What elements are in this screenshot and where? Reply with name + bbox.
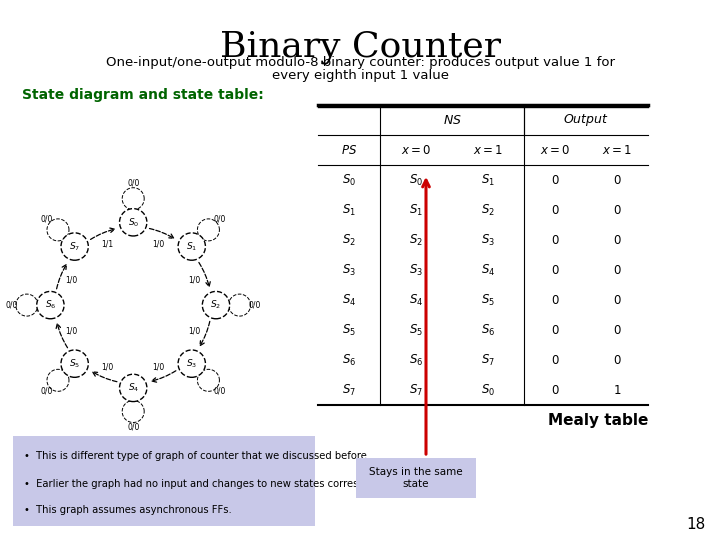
Text: $S_7$: $S_7$	[69, 240, 80, 253]
Text: 0: 0	[552, 233, 559, 246]
Circle shape	[178, 233, 205, 260]
Text: •  This graph assumes asynchronous FFs.: • This graph assumes asynchronous FFs.	[24, 505, 232, 515]
Text: 0: 0	[613, 354, 621, 367]
Text: 0/0: 0/0	[5, 301, 17, 309]
Text: $x=0$: $x=0$	[540, 144, 570, 157]
FancyBboxPatch shape	[356, 458, 476, 498]
Circle shape	[61, 350, 89, 377]
Text: 0/0: 0/0	[249, 301, 261, 309]
Circle shape	[120, 374, 147, 402]
Text: $S_4$: $S_4$	[342, 293, 356, 308]
Text: 0: 0	[552, 383, 559, 396]
Text: $S_2$: $S_2$	[210, 299, 222, 312]
Text: $S_3$: $S_3$	[481, 232, 495, 247]
Text: 0: 0	[613, 294, 621, 307]
Text: $S_0$: $S_0$	[409, 172, 423, 187]
Text: $PS$: $PS$	[341, 144, 357, 157]
Text: $S_3$: $S_3$	[342, 262, 356, 278]
Text: $S_6$: $S_6$	[342, 353, 356, 368]
Circle shape	[202, 292, 230, 319]
Text: $x=1$: $x=1$	[602, 144, 632, 157]
Text: $S_7$: $S_7$	[342, 382, 356, 397]
Text: $S_5$: $S_5$	[409, 322, 423, 338]
Text: $x=1$: $x=1$	[473, 144, 503, 157]
Text: $S_4$: $S_4$	[127, 382, 139, 394]
Text: $Output$: $Output$	[563, 112, 609, 128]
Text: $S_2$: $S_2$	[409, 232, 423, 247]
Text: every eighth input 1 value: every eighth input 1 value	[271, 69, 449, 82]
Text: One-input/one-output modulo-8 binary counter: produces output value 1 for: One-input/one-output modulo-8 binary cou…	[106, 56, 614, 69]
Text: 0: 0	[613, 323, 621, 336]
Text: 1/1: 1/1	[102, 239, 114, 248]
Text: 0/0: 0/0	[213, 387, 225, 396]
Text: 1/0: 1/0	[153, 239, 165, 248]
Text: 0: 0	[613, 233, 621, 246]
Text: $S_0$: $S_0$	[127, 216, 139, 228]
Text: $S_6$: $S_6$	[409, 353, 423, 368]
Text: 0: 0	[552, 204, 559, 217]
Text: $S_6$: $S_6$	[45, 299, 56, 312]
FancyBboxPatch shape	[13, 436, 315, 526]
Text: 0/0: 0/0	[127, 179, 140, 188]
Text: 0: 0	[613, 173, 621, 186]
Circle shape	[178, 350, 205, 377]
Circle shape	[61, 233, 89, 260]
Circle shape	[120, 208, 147, 236]
Text: $S_2$: $S_2$	[481, 202, 495, 218]
Text: $S_5$: $S_5$	[69, 357, 80, 370]
Text: 0/0: 0/0	[41, 214, 53, 224]
Text: $S_1$: $S_1$	[186, 240, 197, 253]
Text: $S_7$: $S_7$	[409, 382, 423, 397]
Text: 0: 0	[552, 294, 559, 307]
Text: 1: 1	[613, 383, 621, 396]
Text: $S_5$: $S_5$	[481, 293, 495, 308]
Text: $S_1$: $S_1$	[342, 202, 356, 218]
Text: 1/0: 1/0	[189, 326, 201, 335]
Text: $S_6$: $S_6$	[481, 322, 495, 338]
Text: $S_3$: $S_3$	[186, 357, 197, 370]
Text: $S_1$: $S_1$	[409, 202, 423, 218]
Text: $S_7$: $S_7$	[481, 353, 495, 368]
Text: 1/0: 1/0	[102, 362, 114, 371]
Text: 0: 0	[613, 204, 621, 217]
Text: 1/0: 1/0	[66, 326, 78, 335]
Text: 0/0: 0/0	[41, 387, 53, 396]
Text: 0: 0	[613, 264, 621, 276]
Text: $S_3$: $S_3$	[409, 262, 423, 278]
Text: $NS$: $NS$	[443, 113, 462, 126]
Text: Mealy table: Mealy table	[548, 413, 648, 428]
Text: $S_2$: $S_2$	[342, 232, 356, 247]
Text: 1/0: 1/0	[153, 362, 165, 371]
Circle shape	[37, 292, 64, 319]
Text: $x=0$: $x=0$	[401, 144, 431, 157]
Text: $S_0$: $S_0$	[481, 382, 495, 397]
Text: Stays in the same
state: Stays in the same state	[369, 467, 463, 489]
Text: 1/0: 1/0	[189, 275, 201, 284]
Text: Binary Counter: Binary Counter	[220, 30, 500, 64]
Text: $S_4$: $S_4$	[409, 293, 423, 308]
Text: 0: 0	[552, 323, 559, 336]
Text: •  This is different type of graph of counter that we discussed before.: • This is different type of graph of cou…	[24, 451, 370, 461]
Text: 0: 0	[552, 354, 559, 367]
Text: $S_0$: $S_0$	[342, 172, 356, 187]
Text: $S_1$: $S_1$	[481, 172, 495, 187]
Text: 1/0: 1/0	[66, 275, 78, 284]
Text: 0: 0	[552, 173, 559, 186]
Text: $S_5$: $S_5$	[342, 322, 356, 338]
Text: State diagram and state table:: State diagram and state table:	[22, 88, 264, 102]
Text: 0/0: 0/0	[127, 422, 140, 431]
Text: •  Earlier the graph had no input and changes to new states corresponded to cloc: • Earlier the graph had no input and cha…	[24, 479, 438, 489]
Text: 0/0: 0/0	[213, 214, 225, 224]
Text: 18: 18	[687, 517, 706, 532]
Text: $S_4$: $S_4$	[481, 262, 495, 278]
Text: 0: 0	[552, 264, 559, 276]
